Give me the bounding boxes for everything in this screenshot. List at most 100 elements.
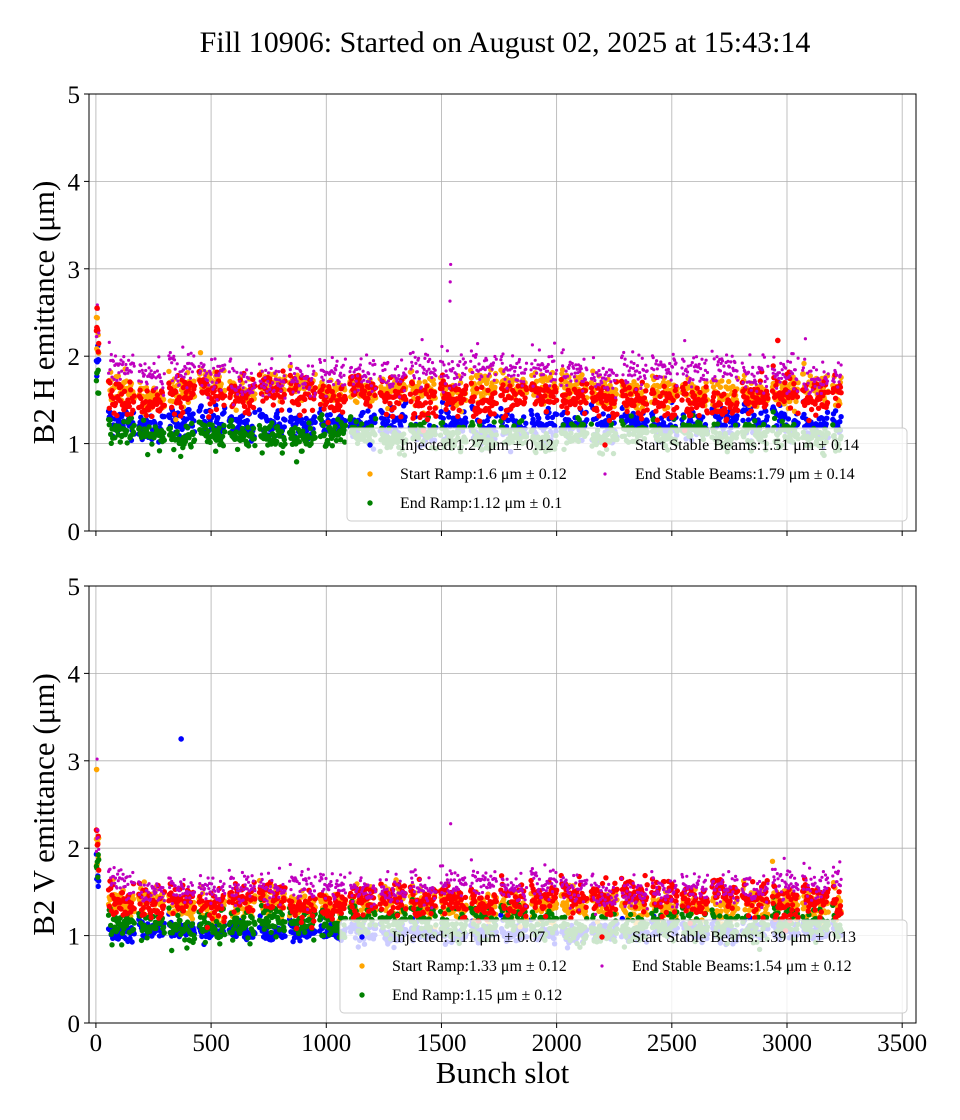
point-end-ramp — [319, 412, 325, 418]
point-end-ramp — [140, 417, 147, 423]
point-end-stable-beams — [246, 388, 250, 393]
point-end-stable-beams — [546, 369, 550, 373]
point-end-stable-beams — [593, 378, 597, 383]
point-end-stable-beams — [685, 370, 690, 374]
point-end-ramp — [213, 448, 219, 454]
point-end-stable-beams — [570, 361, 574, 366]
point-start-stable-beams — [674, 404, 680, 411]
point-end-stable-beams — [548, 384, 552, 388]
point-end-ramp — [341, 427, 347, 433]
point-end-stable-beams — [107, 340, 111, 344]
point-end-stable-beams — [691, 378, 695, 382]
point-start-stable-beams — [607, 405, 613, 411]
point-end-stable-beams — [189, 351, 193, 355]
point-start-stable-beams — [176, 394, 182, 400]
legend-label: End Stable Beams:1.79 μm ± 0.14 — [635, 466, 855, 483]
point-end-stable-beams — [234, 388, 238, 392]
point-end-stable-beams — [274, 369, 278, 373]
point-end-stable-beams — [139, 363, 143, 368]
point-end-stable-beams — [186, 352, 190, 357]
point-injected — [190, 411, 196, 417]
point-end-stable-beams — [320, 375, 324, 379]
point-end-stable-beams — [160, 382, 164, 386]
point-start-stable-beams — [492, 390, 498, 396]
point-end-stable-beams — [539, 368, 543, 372]
point-start-stable-beams — [161, 402, 167, 408]
point-end-stable-beams — [244, 380, 248, 384]
point-injected — [379, 409, 385, 416]
point-start-ramp — [559, 367, 566, 373]
point-start-stable-beams — [542, 393, 548, 399]
point-end-stable-beams — [157, 355, 161, 359]
point-end-ramp — [117, 439, 124, 445]
point-start-stable-beams — [301, 408, 307, 414]
point-end-stable-beams — [417, 356, 421, 360]
point-end-stable-beams — [251, 390, 255, 395]
point-injected — [198, 403, 204, 409]
point-injected — [688, 418, 694, 424]
point-end-stable-beams — [463, 360, 467, 364]
point-end-stable-beams — [581, 389, 585, 393]
point-end-ramp — [580, 422, 587, 428]
point-end-ramp — [282, 441, 288, 447]
point-end-stable-beams — [313, 391, 317, 395]
point-end-stable-beams — [740, 361, 744, 365]
point-end-stable-beams — [215, 398, 219, 402]
point-end-stable-beams — [765, 377, 769, 381]
point-end-stable-beams — [578, 369, 582, 374]
point-end-stable-beams — [673, 358, 677, 362]
point-end-ramp — [279, 450, 285, 456]
point-end-stable-beams — [736, 378, 740, 382]
point-end-stable-beams — [503, 377, 507, 381]
point-end-stable-beams — [266, 371, 271, 375]
point-end-stable-beams — [533, 358, 537, 362]
point-injected — [584, 417, 590, 423]
point-start-stable-beams — [278, 407, 285, 413]
point-end-stable-beams — [238, 383, 242, 388]
point-start-stable-beams — [422, 400, 429, 406]
point-end-stable-beams — [764, 384, 769, 389]
point-end-stable-beams — [303, 382, 308, 386]
point-end-stable-beams — [478, 377, 482, 381]
point-end-ramp — [259, 450, 265, 456]
point-start-stable-beams — [391, 405, 397, 411]
point-end-stable-beams — [403, 373, 407, 377]
point-end-stable-beams — [779, 376, 784, 380]
point-end-stable-beams — [819, 391, 823, 396]
point-end-stable-beams — [247, 376, 251, 380]
point-end-stable-beams — [735, 369, 739, 373]
point-end-ramp — [234, 446, 241, 453]
point-injected — [96, 357, 102, 363]
point-end-stable-beams — [682, 359, 686, 363]
point-end-stable-beams — [500, 361, 504, 365]
point-outlier — [803, 337, 808, 341]
point-end-stable-beams — [531, 384, 535, 388]
point-start-stable-beams — [463, 383, 469, 389]
point-end-stable-beams — [187, 361, 191, 365]
point-end-stable-beams — [330, 355, 334, 360]
point-end-stable-beams — [821, 360, 825, 364]
y-axis-label: B2 H emittance (μm) — [26, 181, 61, 445]
point-end-stable-beams — [263, 376, 267, 380]
point-end-stable-beams — [839, 363, 843, 367]
point-end-stable-beams — [640, 356, 644, 360]
point-end-stable-beams — [420, 338, 424, 342]
point-end-ramp — [222, 429, 228, 435]
point-start-ramp — [468, 375, 475, 381]
point-end-stable-beams — [157, 373, 162, 377]
point-end-stable-beams — [213, 357, 217, 361]
point-end-stable-beams — [754, 382, 758, 386]
point-end-stable-beams — [427, 367, 431, 371]
point-end-stable-beams — [814, 368, 819, 372]
point-end-stable-beams — [825, 379, 830, 383]
point-end-stable-beams — [369, 384, 373, 388]
point-start-stable-beams — [302, 396, 308, 402]
point-start-stable-beams — [295, 401, 302, 408]
point-start-stable-beams — [776, 401, 782, 407]
point-end-stable-beams — [749, 380, 753, 384]
point-end-ramp — [342, 422, 349, 429]
point-injected — [95, 883, 101, 890]
point-end-stable-beams — [253, 381, 257, 385]
